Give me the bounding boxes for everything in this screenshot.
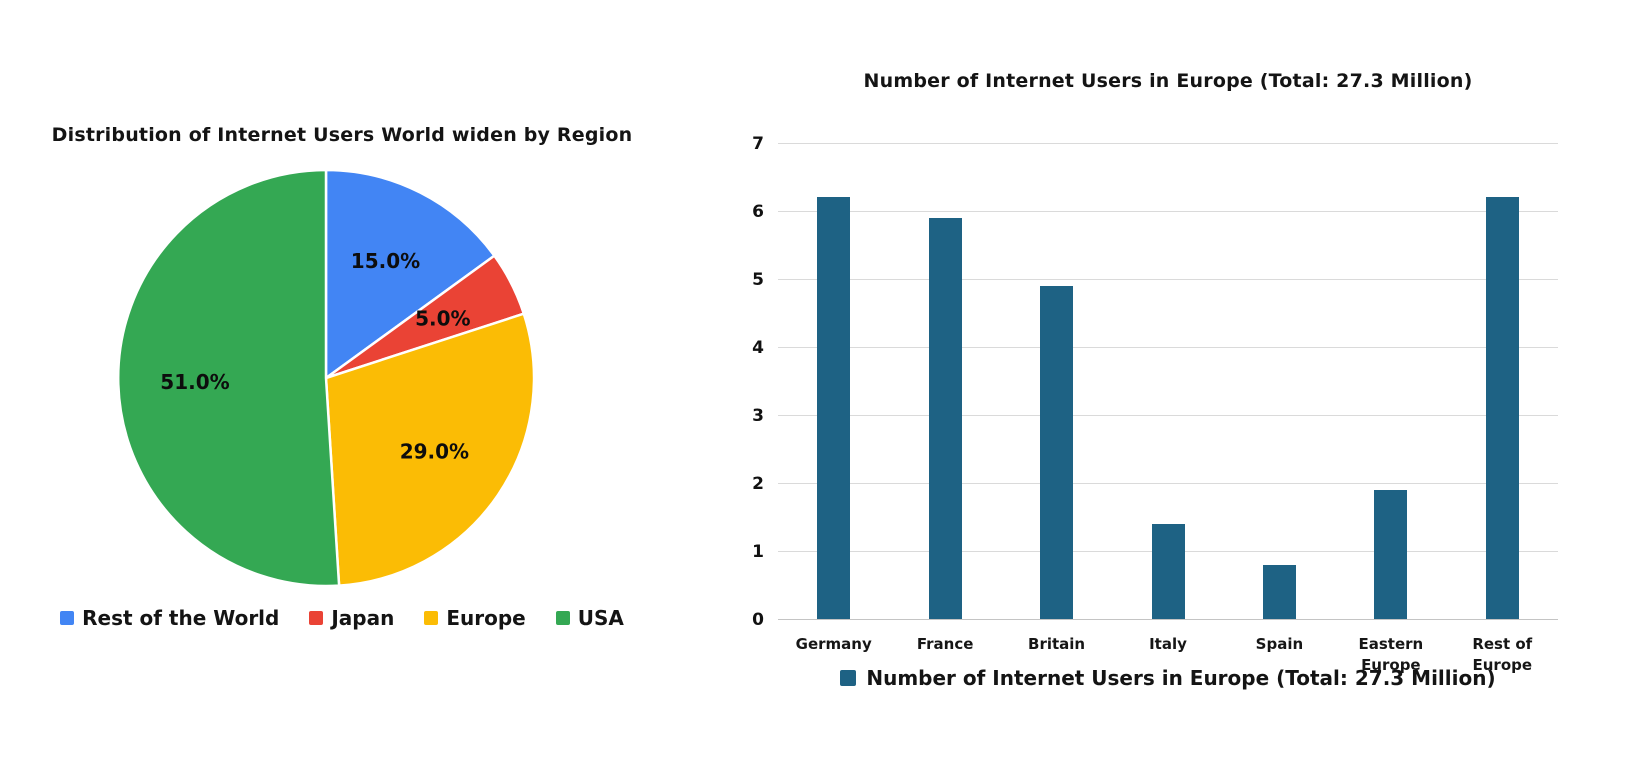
pie-chart-title: Distribution of Internet Users World wid… [51,124,633,146]
bar-chart-title: Number of Internet Users in Europe (Tota… [863,70,1473,92]
pie-legend-item-usa[interactable]: USA [555,606,624,630]
bar-chart-y-axis: 0 1 2 3 4 5 6 7 [706,134,764,630]
pie-slice-value-usa: 51.0% [160,370,229,394]
gridline-y-0 [778,619,1558,620]
pie-slice-europe[interactable] [324,312,536,587]
pie-slice-value-japan: 5.0% [415,307,470,331]
y-tick-label-1: 1 [752,542,764,562]
gridline-y-7 [778,143,1558,144]
pie-legend: Rest of the World Japan Europe USA [0,606,684,630]
x-tick-label-britain: Britain [1028,635,1086,653]
bar-legend-label: Number of Internet Users in Europe (Tota… [866,666,1496,690]
pie-legend-item-japan[interactable]: Japan [309,606,394,630]
bar-eastern-europe[interactable] [1374,489,1408,619]
y-tick-label-3: 3 [752,406,764,426]
gridline-y-2 [778,483,1558,484]
y-tick-label-7: 7 [752,134,764,154]
pie-slice-value-rest-of-the-world: 15.0% [351,249,420,273]
x-tick-label-germany: Germany [795,635,872,653]
pie-slice-rest-of-the-world[interactable] [324,168,496,380]
legend-swatch-europe [424,611,439,625]
bar-rest-of-europe[interactable] [1485,197,1519,619]
x-tick-label-rest-of-europe: Rest of Europe [1472,635,1533,674]
x-tick-label-france: France [916,635,974,653]
gridline-y-4 [778,347,1558,348]
x-tick-label-spain: Spain [1255,635,1304,653]
bar-germany[interactable] [817,197,851,619]
bar-britain[interactable] [1040,285,1074,619]
gridline-y-6 [778,211,1558,212]
legend-label-rest-of-the-world: Rest of the World [82,606,280,630]
legend-swatch-usa [555,611,570,625]
bar-spain[interactable] [1262,564,1296,619]
bar-france[interactable] [928,217,962,619]
y-tick-label-2: 2 [752,474,764,494]
y-tick-label-4: 4 [752,338,764,358]
gridline-y-5 [778,279,1558,280]
gridline-y-3 [778,415,1558,416]
legend-swatch-rest-of-the-world [60,611,75,625]
x-tick-label-eastern-europe: Eastern Europe [1358,635,1424,674]
y-tick-label-6: 6 [752,202,764,222]
legend-label-japan: Japan [331,606,395,630]
pie-chart: 15.0% 5.0% 29.0% 51.0% [117,168,536,588]
pie-legend-item-europe[interactable]: Europe [424,606,526,630]
legend-label-europe: Europe [446,606,526,630]
pie-legend-item-rest-of-the-world[interactable]: Rest of the World [60,606,279,630]
y-tick-label-5: 5 [752,270,764,290]
bar-legend-swatch [840,670,857,686]
legend-label-usa: USA [577,606,624,630]
bar-italy[interactable] [1151,523,1185,619]
bar-legend: Number of Internet Users in Europe (Tota… [778,666,1558,690]
y-tick-label-0: 0 [752,610,764,630]
x-tick-label-italy: Italy [1149,635,1187,653]
legend-swatch-japan [309,611,324,625]
pie-slice-value-europe: 29.0% [400,440,469,464]
bar-chart-plot-area: Germany France Britain Italy Spain Eastern Eu… [778,143,1558,674]
pie-slice-usa[interactable] [117,168,341,588]
